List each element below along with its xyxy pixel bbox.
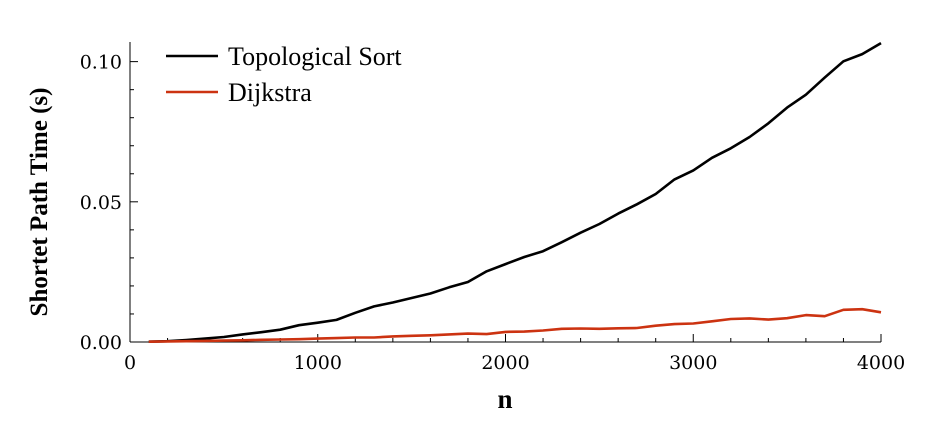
x-tick-label: 2000 — [481, 352, 529, 374]
legend: Topological Sort Dijkstra — [166, 42, 402, 107]
y-tick-label: 0.10 — [80, 52, 122, 74]
axes: 0 1000 2000 3000 4000 0.00 0.05 0.10 — [80, 42, 905, 374]
y-tick-label: 0.05 — [80, 192, 122, 214]
series-line-dijkstra — [148, 307, 882, 343]
x-tick-label: 0 — [124, 352, 136, 374]
legend-label-dijkstra: Dijkstra — [228, 78, 312, 107]
x-tick-label: 1000 — [294, 352, 342, 374]
y-axis-label: Shortet Path Time (s) — [26, 88, 53, 317]
x-tick-label: 3000 — [669, 352, 717, 374]
x-axis-label: n — [497, 384, 512, 414]
series-line-topological-sort — [148, 41, 882, 343]
legend-label-topological-sort: Topological Sort — [228, 42, 402, 71]
y-tick-label: 0.00 — [80, 332, 122, 354]
series-layer — [148, 41, 882, 343]
x-tick-label: 4000 — [857, 352, 905, 374]
